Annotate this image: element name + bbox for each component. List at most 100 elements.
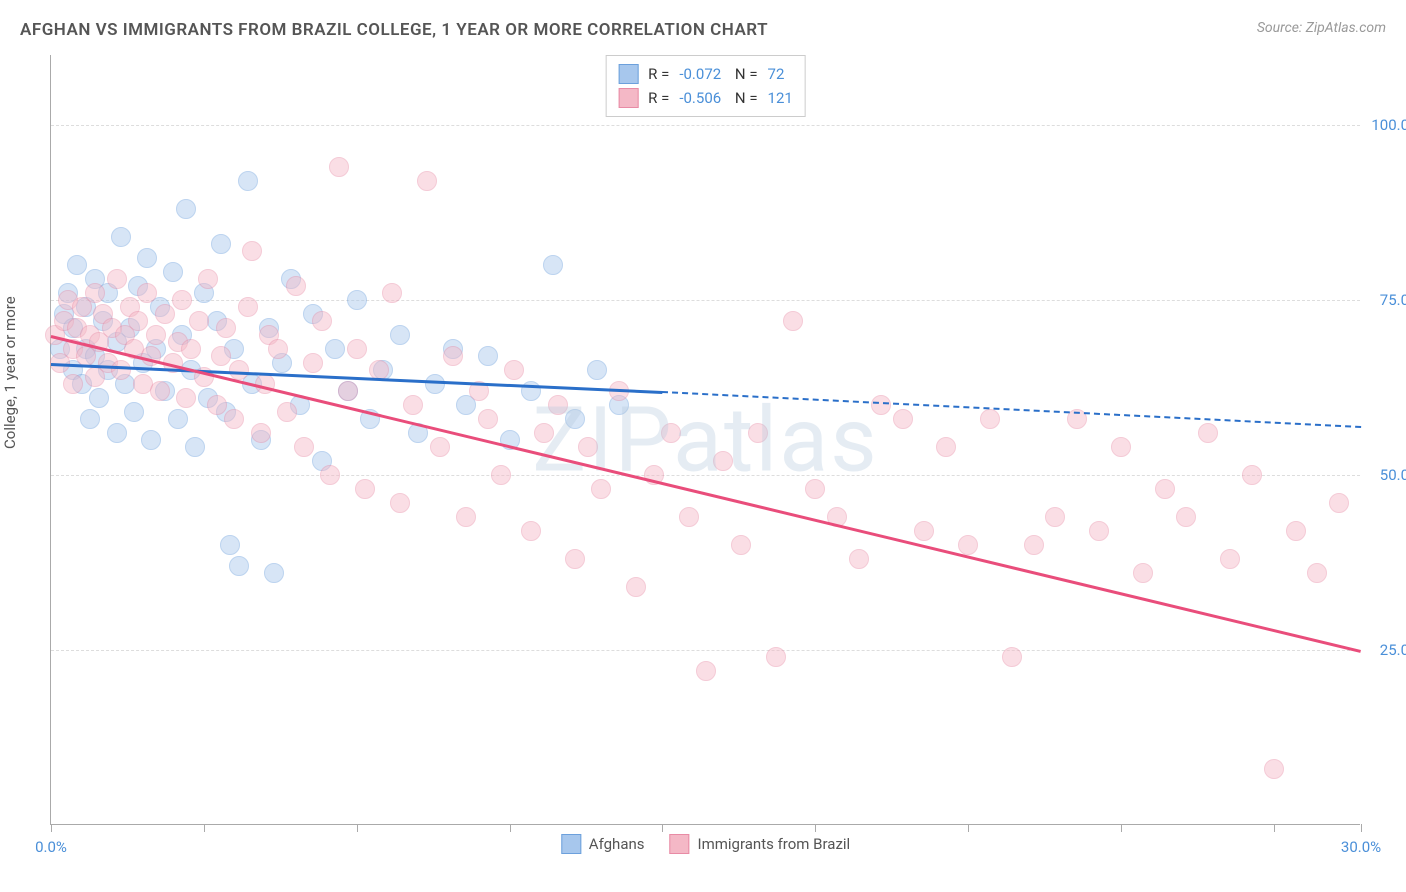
- data-point: [1307, 563, 1327, 583]
- data-point: [587, 360, 607, 380]
- data-point: [679, 507, 699, 527]
- data-point: [783, 311, 803, 331]
- xtick: [1361, 824, 1362, 832]
- data-point: [198, 269, 218, 289]
- ytick-label: 50.0%: [1365, 466, 1406, 484]
- xtick: [51, 824, 52, 832]
- data-point: [958, 535, 978, 555]
- ytick-label: 25.0%: [1365, 641, 1406, 659]
- data-point: [264, 563, 284, 583]
- data-point: [347, 290, 367, 310]
- data-point: [1176, 507, 1196, 527]
- legend-stats-row-2: R = -0.506 N = 121: [618, 86, 793, 110]
- data-point: [1286, 521, 1306, 541]
- data-point: [111, 360, 131, 380]
- data-point: [124, 402, 144, 422]
- xtick-label: 0.0%: [35, 838, 67, 856]
- data-point: [521, 521, 541, 541]
- data-point: [168, 409, 188, 429]
- legend-n-value-2: 121: [768, 86, 793, 110]
- legend-r-value-1: -0.072: [679, 62, 721, 86]
- legend-r-label: R =: [648, 86, 669, 110]
- data-point: [312, 311, 332, 331]
- xtick: [1274, 824, 1275, 832]
- data-point: [238, 171, 258, 191]
- plot-area: ZIPatlas R = -0.072 N = 72 R = -0.506 N …: [50, 55, 1360, 825]
- data-point: [211, 234, 231, 254]
- data-point: [491, 465, 511, 485]
- data-point: [355, 479, 375, 499]
- data-point: [543, 255, 563, 275]
- data-point: [390, 325, 410, 345]
- data-point: [1111, 437, 1131, 457]
- xtick: [1121, 824, 1122, 832]
- ytick-label: 75.0%: [1365, 291, 1406, 309]
- data-point: [914, 521, 934, 541]
- data-point: [425, 374, 445, 394]
- data-point: [303, 353, 323, 373]
- gridline: [51, 125, 1360, 126]
- xtick: [968, 824, 969, 832]
- data-point: [980, 409, 1000, 429]
- data-point: [329, 157, 349, 177]
- data-point: [268, 339, 288, 359]
- data-point: [320, 465, 340, 485]
- legend-swatch-pink: [618, 88, 638, 108]
- data-point: [67, 255, 87, 275]
- data-point: [141, 430, 161, 450]
- gridline: [51, 475, 1360, 476]
- legend-series: Afghans Immigrants from Brazil: [561, 834, 850, 854]
- data-point: [534, 423, 554, 443]
- legend-swatch-blue: [561, 834, 581, 854]
- data-point: [548, 395, 568, 415]
- legend-r-value-2: -0.506: [679, 86, 721, 110]
- legend-stats-row-1: R = -0.072 N = 72: [618, 62, 793, 86]
- data-point: [893, 409, 913, 429]
- chart-title: AFGHAN VS IMMIGRANTS FROM BRAZIL COLLEGE…: [20, 20, 768, 40]
- legend-n-label: N =: [731, 86, 757, 110]
- xtick: [357, 824, 358, 832]
- data-point: [578, 437, 598, 457]
- data-point: [185, 437, 205, 457]
- data-point: [277, 402, 297, 422]
- data-point: [478, 409, 498, 429]
- legend-label: Afghans: [589, 835, 645, 853]
- data-point: [382, 283, 402, 303]
- data-point: [181, 339, 201, 359]
- data-point: [238, 297, 258, 317]
- data-point: [696, 661, 716, 681]
- legend-item-brazil: Immigrants from Brazil: [670, 834, 851, 854]
- data-point: [338, 381, 358, 401]
- data-point: [128, 311, 148, 331]
- chart-container: AFGHAN VS IMMIGRANTS FROM BRAZIL COLLEGE…: [0, 0, 1406, 892]
- data-point: [713, 451, 733, 471]
- data-point: [150, 381, 170, 401]
- data-point: [176, 388, 196, 408]
- data-point: [146, 325, 166, 345]
- data-point: [1002, 647, 1022, 667]
- xtick: [815, 824, 816, 832]
- data-point: [731, 535, 751, 555]
- data-point: [805, 479, 825, 499]
- legend-swatch-pink: [670, 834, 690, 854]
- data-point: [626, 577, 646, 597]
- data-point: [242, 241, 262, 261]
- ytick-label: 100.0%: [1365, 116, 1406, 134]
- xtick-label: 30.0%: [1341, 838, 1381, 856]
- data-point: [1198, 423, 1218, 443]
- data-point: [1242, 465, 1262, 485]
- data-point: [565, 409, 585, 429]
- data-point: [224, 409, 244, 429]
- data-point: [63, 374, 83, 394]
- legend-item-afghans: Afghans: [561, 834, 645, 854]
- data-point: [443, 346, 463, 366]
- data-point: [871, 395, 891, 415]
- trend-line-extension: [662, 391, 1361, 428]
- data-point: [504, 360, 524, 380]
- data-point: [294, 437, 314, 457]
- y-axis-label: College, 1 year or more: [1, 296, 19, 449]
- data-point: [220, 535, 240, 555]
- data-point: [1045, 507, 1065, 527]
- legend-stats: R = -0.072 N = 72 R = -0.506 N = 121: [605, 55, 806, 117]
- data-point: [251, 423, 271, 443]
